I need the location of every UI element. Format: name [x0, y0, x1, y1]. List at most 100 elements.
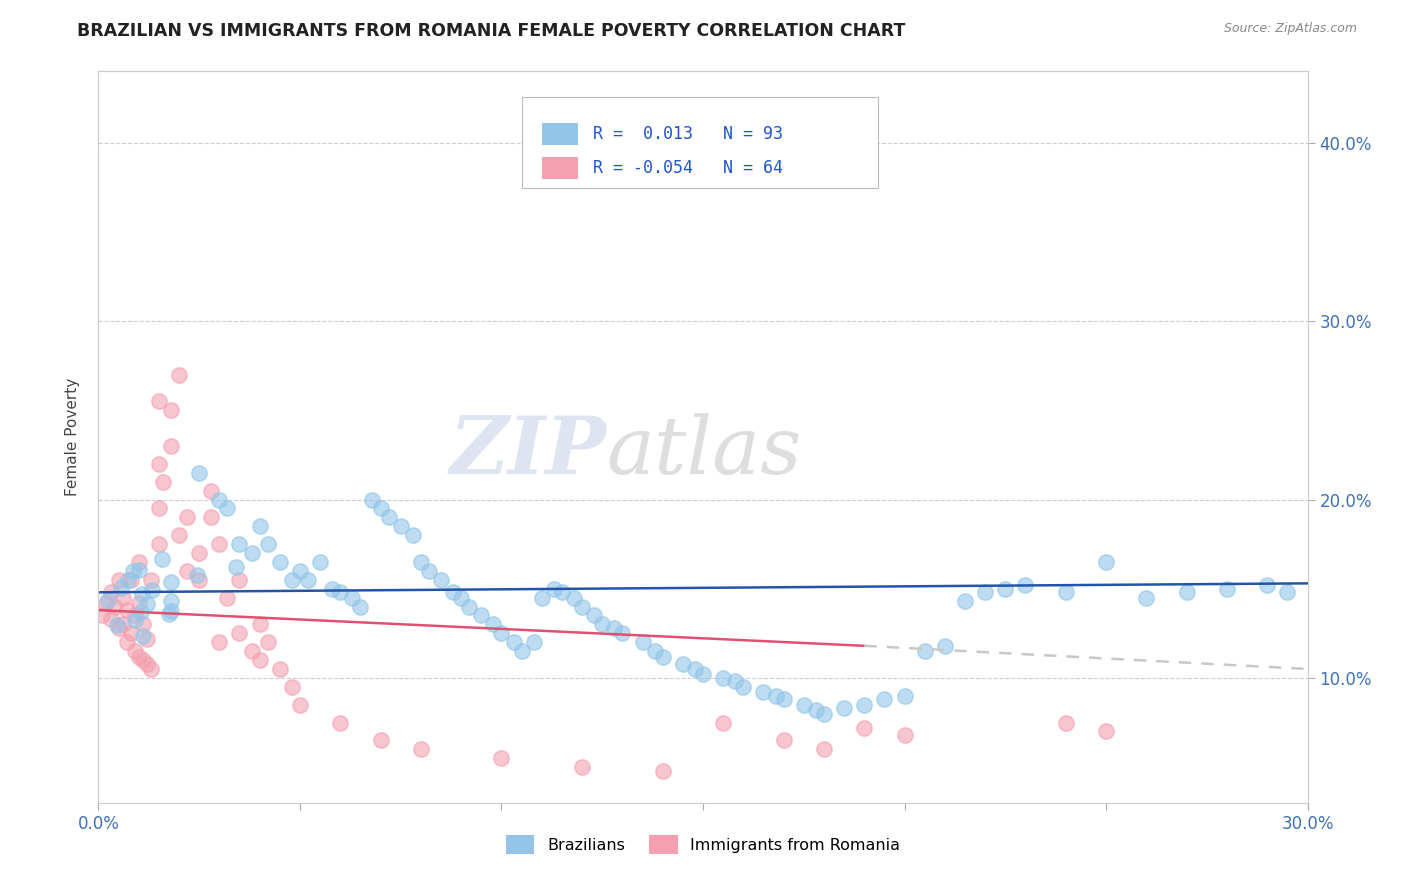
- Point: [135, 632, 157, 646]
- Point: [853, 698, 876, 712]
- Point: [139, 573, 162, 587]
- Point: [934, 639, 956, 653]
- Point: [562, 591, 585, 605]
- Point: [571, 760, 593, 774]
- Point: [377, 510, 399, 524]
- Point: [160, 403, 183, 417]
- Point: [117, 574, 139, 588]
- Text: atlas: atlas: [606, 413, 801, 491]
- Point: [160, 593, 183, 607]
- Point: [160, 603, 183, 617]
- Point: [100, 612, 122, 626]
- Point: [583, 608, 606, 623]
- Point: [157, 607, 180, 622]
- Point: [914, 644, 936, 658]
- Point: [651, 764, 673, 778]
- Point: [409, 555, 432, 569]
- Point: [853, 721, 876, 735]
- Point: [793, 698, 815, 712]
- Point: [1216, 582, 1239, 596]
- Point: [832, 701, 855, 715]
- Point: [551, 585, 574, 599]
- Point: [135, 657, 157, 671]
- Point: [458, 599, 481, 614]
- Point: [651, 649, 673, 664]
- Point: [873, 692, 896, 706]
- Text: R =  0.013   N = 93: R = 0.013 N = 93: [593, 125, 783, 144]
- Point: [186, 568, 208, 582]
- Point: [1014, 578, 1036, 592]
- Point: [491, 626, 513, 640]
- Point: [672, 657, 695, 671]
- Point: [103, 599, 125, 614]
- Point: [228, 573, 250, 587]
- Point: [200, 483, 222, 498]
- Point: [124, 644, 146, 658]
- Point: [281, 573, 304, 587]
- Point: [974, 585, 997, 599]
- Point: [141, 582, 163, 597]
- Point: [772, 733, 794, 747]
- Point: [249, 653, 271, 667]
- Bar: [543, 123, 578, 145]
- Point: [131, 587, 153, 601]
- Point: [370, 501, 392, 516]
- Point: [97, 592, 120, 607]
- Point: [644, 644, 666, 658]
- Point: [269, 662, 291, 676]
- Point: [711, 715, 734, 730]
- Y-axis label: Female Poverty: Female Poverty: [65, 378, 80, 496]
- Point: [217, 501, 239, 516]
- Point: [150, 552, 173, 566]
- Point: [100, 585, 122, 599]
- Point: [329, 585, 352, 599]
- Point: [124, 613, 146, 627]
- Point: [402, 528, 425, 542]
- Point: [543, 582, 565, 596]
- Point: [482, 617, 505, 632]
- Point: [752, 685, 775, 699]
- Point: [128, 555, 150, 569]
- Point: [491, 751, 513, 765]
- Point: [160, 575, 183, 590]
- Point: [208, 537, 231, 551]
- Point: [733, 680, 755, 694]
- Point: [139, 662, 162, 676]
- Point: [523, 635, 546, 649]
- Legend: Brazilians, Immigrants from Romania: Brazilians, Immigrants from Romania: [499, 829, 907, 861]
- Point: [510, 644, 533, 658]
- Point: [1277, 585, 1299, 599]
- Text: R = -0.054   N = 64: R = -0.054 N = 64: [593, 159, 783, 177]
- Point: [1054, 585, 1077, 599]
- Point: [120, 626, 142, 640]
- Point: [329, 715, 352, 730]
- Point: [122, 564, 145, 578]
- Point: [120, 573, 142, 587]
- Point: [281, 680, 304, 694]
- Point: [692, 667, 714, 681]
- Point: [418, 564, 440, 578]
- Point: [128, 596, 150, 610]
- Point: [893, 728, 915, 742]
- Point: [188, 573, 211, 587]
- Point: [530, 591, 553, 605]
- Point: [176, 510, 198, 524]
- Point: [131, 605, 153, 619]
- Point: [107, 621, 129, 635]
- Point: [994, 582, 1017, 596]
- Point: [450, 591, 472, 605]
- Point: [683, 662, 706, 676]
- Point: [132, 653, 155, 667]
- Point: [91, 608, 114, 623]
- Point: [1054, 715, 1077, 730]
- Point: [441, 585, 464, 599]
- Point: [96, 596, 118, 610]
- Point: [804, 703, 827, 717]
- Point: [256, 537, 278, 551]
- Point: [724, 674, 747, 689]
- Point: [321, 582, 343, 596]
- Bar: [543, 157, 578, 179]
- Point: [813, 706, 835, 721]
- Point: [1175, 585, 1198, 599]
- Point: [148, 394, 170, 409]
